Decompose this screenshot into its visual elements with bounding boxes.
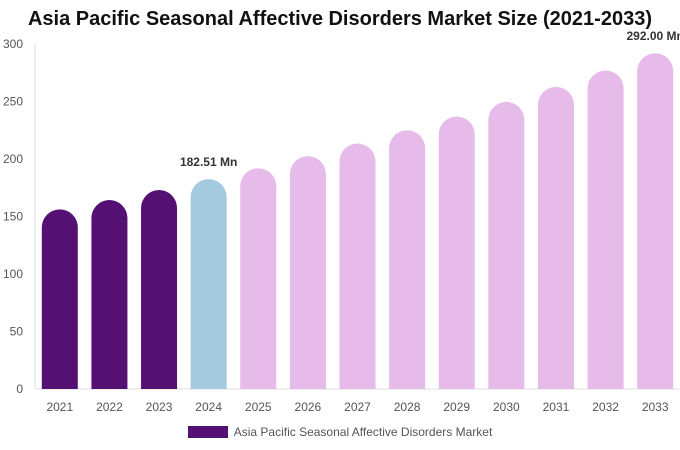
x-tick-label: 2024 bbox=[195, 400, 222, 414]
bar-2026 bbox=[289, 156, 326, 389]
legend: Asia Pacific Seasonal Affective Disorder… bbox=[0, 425, 680, 439]
y-tick-label: 150 bbox=[3, 210, 23, 224]
bar-2024 bbox=[190, 179, 227, 389]
bar-2022 bbox=[91, 200, 128, 389]
x-tick-label: 2023 bbox=[146, 400, 173, 414]
y-tick-label: 100 bbox=[3, 267, 23, 281]
x-tick-label: 2031 bbox=[543, 400, 570, 414]
bar-2028 bbox=[389, 130, 426, 390]
bar-2021 bbox=[41, 209, 78, 389]
x-tick-label: 2033 bbox=[642, 400, 669, 414]
x-tick-label: 2032 bbox=[592, 400, 619, 414]
chart-title: Asia Pacific Seasonal Affective Disorder… bbox=[27, 8, 652, 30]
x-tick-label: 2025 bbox=[245, 400, 272, 414]
data-label-2033: 292.00 Mn bbox=[627, 29, 680, 43]
bar-2029 bbox=[438, 116, 475, 389]
x-tick-label: 2027 bbox=[344, 400, 371, 414]
x-tick-label: 2026 bbox=[295, 400, 322, 414]
data-label-2024: 182.51 Mn bbox=[180, 155, 237, 169]
x-tick-label: 2030 bbox=[493, 400, 520, 414]
bar-2031 bbox=[537, 86, 574, 390]
x-tick-label: 2022 bbox=[96, 400, 123, 414]
y-tick-label: 50 bbox=[10, 325, 24, 339]
legend-label: Asia Pacific Seasonal Affective Disorder… bbox=[233, 425, 493, 439]
y-tick-label: 250 bbox=[3, 95, 23, 109]
y-tick-label: 300 bbox=[3, 37, 23, 51]
x-tick-label: 2028 bbox=[394, 400, 421, 414]
bar-2027 bbox=[339, 143, 376, 389]
bar-2032 bbox=[587, 70, 624, 389]
bar-2030 bbox=[488, 101, 525, 389]
bar-2033 bbox=[637, 53, 674, 389]
legend-swatch bbox=[187, 426, 228, 438]
bar-2025 bbox=[240, 168, 277, 389]
x-tick-label: 2029 bbox=[443, 400, 470, 414]
bar-2023 bbox=[141, 190, 178, 389]
y-tick-label: 0 bbox=[16, 382, 23, 396]
x-tick-label: 2021 bbox=[46, 400, 73, 414]
y-tick-label: 200 bbox=[3, 152, 23, 166]
